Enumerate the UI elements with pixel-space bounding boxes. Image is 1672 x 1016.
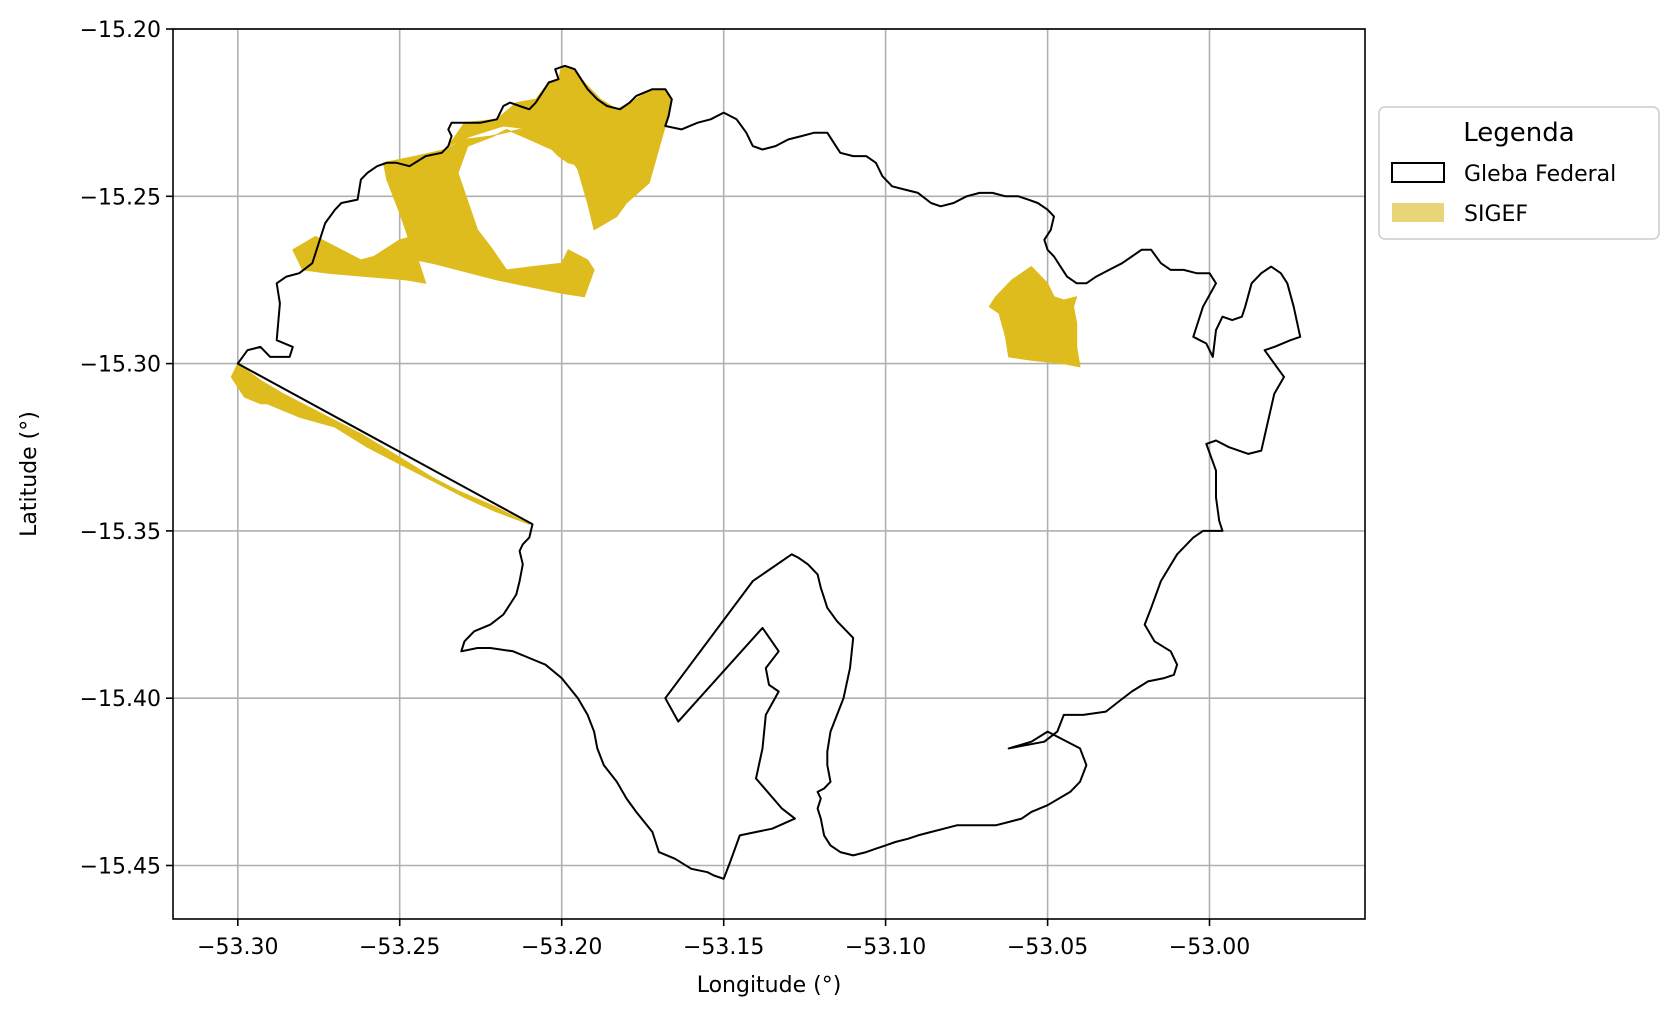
legend-label-gleba-federal: Gleba Federal — [1464, 162, 1616, 187]
legend-title: Legenda — [1463, 118, 1574, 148]
y-tick-label: −15.20 — [80, 18, 161, 43]
legend-swatch-gleba-federal — [1391, 162, 1445, 183]
x-axis-label: Longitude (°) — [697, 973, 842, 998]
legend-swatch-sigef — [1392, 203, 1444, 222]
gridlines — [173, 28, 1365, 919]
y-tick-label: −15.35 — [80, 520, 161, 545]
x-tick-label: −53.20 — [521, 935, 602, 960]
x-tick-label: −53.25 — [359, 935, 440, 960]
x-tick-label: −53.30 — [197, 935, 278, 960]
gleba-federal-layer — [236, 64, 1302, 880]
x-tick-label: −53.05 — [1007, 935, 1088, 960]
sigef-parcel-3 — [292, 235, 427, 284]
x-tick-label: −53.15 — [683, 935, 764, 960]
legend: Legenda Gleba Federal SIGEF — [1378, 106, 1660, 240]
sigef-parcel-4 — [230, 363, 530, 525]
y-tick-label: −15.45 — [80, 855, 161, 880]
sigef-layer — [230, 65, 1081, 525]
gleba-federal-boundary — [236, 64, 1302, 880]
sigef-parcel-5 — [988, 266, 1081, 368]
legend-label-sigef: SIGEF — [1464, 202, 1528, 227]
plot-area — [173, 29, 1365, 919]
y-tick-label: −15.30 — [80, 353, 161, 378]
plot-frame — [172, 28, 1366, 920]
x-axis-ticks: −53.30 −53.25 −53.20 −53.15 −53.10 −53.05 −53.… — [197, 919, 1250, 960]
y-tick-label: −15.40 — [80, 687, 161, 712]
y-tick-label: −15.25 — [80, 185, 161, 210]
y-axis-ticks: −15.20 −15.25 −15.30 −15.35 −15.40 −15.45 — [80, 18, 173, 880]
legend-box — [1378, 106, 1660, 240]
x-tick-label: −53.10 — [845, 935, 926, 960]
x-tick-label: −53.00 — [1169, 935, 1250, 960]
y-axis-label: Latitude (°) — [17, 411, 42, 537]
